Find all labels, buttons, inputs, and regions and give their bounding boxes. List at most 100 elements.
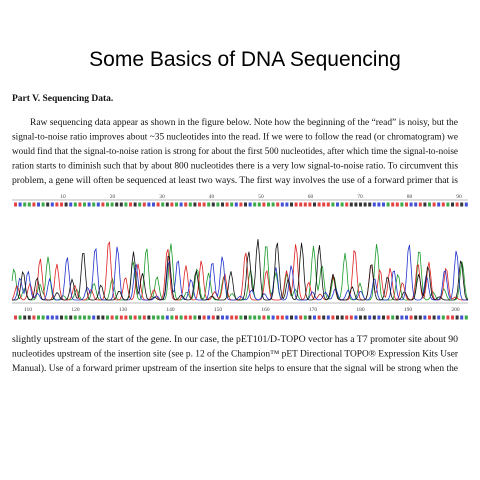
- base-call: [106, 315, 109, 320]
- base-call: [184, 315, 188, 320]
- base-call: [359, 315, 362, 320]
- base-call: [322, 315, 326, 320]
- base-call: [188, 315, 192, 320]
- base-call: [27, 202, 31, 207]
- base-call: [165, 315, 169, 320]
- position-label: 110: [24, 307, 32, 313]
- position-label: 80: [407, 194, 413, 200]
- base-call: [46, 202, 50, 207]
- paragraph-line: Raw sequencing data appear as shown in t…: [30, 117, 458, 127]
- base-call: [446, 315, 450, 320]
- base-call: [441, 202, 445, 207]
- base-call: [83, 315, 86, 320]
- base-call: [377, 202, 381, 207]
- base-call: [322, 202, 326, 207]
- position-label: 130: [119, 307, 128, 313]
- base-call: [340, 315, 344, 320]
- base-call: [460, 315, 464, 320]
- base-call: [414, 202, 418, 207]
- base-call: [349, 315, 353, 320]
- base-call: [276, 202, 280, 207]
- base-call: [101, 315, 105, 320]
- base-call: [55, 315, 59, 320]
- base-call: [83, 202, 86, 207]
- base-call: [221, 202, 224, 207]
- base-call: [359, 202, 362, 207]
- base-call: [354, 315, 358, 320]
- base-call: [110, 202, 114, 207]
- base-call: [73, 202, 77, 207]
- base-call: [391, 202, 395, 207]
- base-call: [432, 315, 436, 320]
- base-call: [400, 315, 404, 320]
- base-call: [37, 315, 40, 320]
- base-call: [262, 315, 266, 320]
- base-call: [308, 202, 312, 207]
- base-call: [345, 202, 349, 207]
- base-call: [152, 202, 155, 207]
- base-call: [119, 202, 123, 207]
- base-call: [32, 315, 36, 320]
- position-label: 180: [356, 307, 365, 313]
- base-call: [69, 202, 73, 207]
- base-call: [129, 315, 132, 320]
- base-call: [303, 315, 307, 320]
- base-call: [451, 202, 454, 207]
- base-call: [303, 202, 307, 207]
- base-call: [179, 315, 183, 320]
- base-call: [27, 315, 31, 320]
- base-call: [428, 202, 431, 207]
- base-call: [253, 315, 257, 320]
- base-call: [244, 202, 247, 207]
- base-call: [313, 315, 316, 320]
- base-call: [221, 315, 224, 320]
- base-call: [432, 202, 436, 207]
- base-call: [267, 202, 270, 207]
- base-call: [326, 315, 330, 320]
- base-call: [248, 202, 252, 207]
- position-label: 170: [309, 307, 318, 313]
- base-call: [64, 315, 68, 320]
- base-call: [60, 202, 63, 207]
- base-call: [276, 315, 280, 320]
- base-call: [188, 202, 192, 207]
- base-call: [147, 315, 151, 320]
- base-call: [386, 202, 390, 207]
- position-label: 190: [404, 307, 413, 313]
- trace: [12, 239, 469, 301]
- base-call: [50, 202, 54, 207]
- base-call: [161, 315, 165, 320]
- base-call: [336, 315, 339, 320]
- base-call: [156, 315, 160, 320]
- paragraph-line: would find that the signal-to-noise rati…: [12, 146, 458, 156]
- base-call: [37, 202, 40, 207]
- base-call: [64, 202, 68, 207]
- base-call: [234, 202, 238, 207]
- slide-title: Some Basics of DNA Sequencing: [89, 48, 401, 71]
- position-label: 200: [451, 307, 460, 313]
- base-call: [455, 315, 459, 320]
- base-call: [202, 315, 206, 320]
- base-call: [234, 315, 238, 320]
- base-call: [345, 315, 349, 320]
- base-call: [239, 202, 243, 207]
- base-call: [92, 315, 96, 320]
- base-call: [32, 202, 36, 207]
- base-call: [428, 315, 431, 320]
- base-call: [41, 315, 45, 320]
- base-call: [193, 315, 197, 320]
- base-call: [133, 202, 137, 207]
- chromatogram: 10 20 30 40 50 60 70 80 90 110 120 130 140 150 160 170 1…: [11, 194, 469, 320]
- base-call: [280, 315, 284, 320]
- base-call: [317, 202, 321, 207]
- base-call: [46, 315, 50, 320]
- base-call: [55, 202, 59, 207]
- base-call: [124, 202, 128, 207]
- base-call: [23, 315, 27, 320]
- base-call: [179, 202, 183, 207]
- base-call: [372, 202, 376, 207]
- base-call: [460, 202, 464, 207]
- base-call: [363, 202, 367, 207]
